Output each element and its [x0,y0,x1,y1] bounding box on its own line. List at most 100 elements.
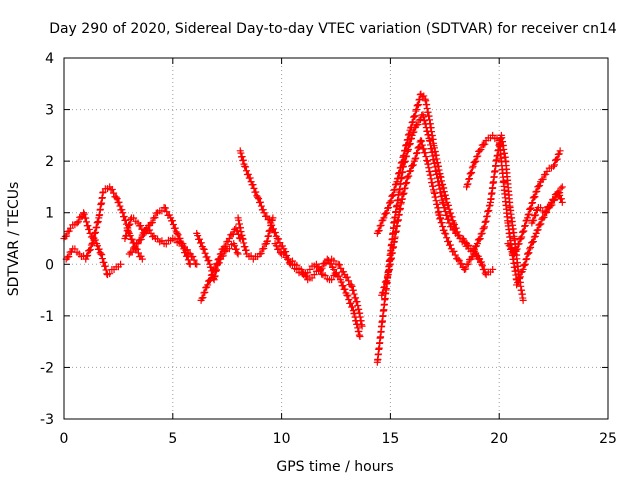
data-point [198,294,206,302]
data-point [122,216,130,224]
data-point [471,158,479,166]
data-point [481,269,489,277]
data-point [169,221,177,229]
data-point [532,229,540,237]
data-point [450,219,458,227]
data-point [530,216,538,224]
data-point [377,221,385,229]
data-point [118,206,126,214]
data-point [452,224,460,232]
data-point [125,228,133,236]
data-point [139,231,147,239]
data-point [513,245,521,253]
data-point [464,260,472,268]
data-point [98,251,106,259]
data-point [558,198,566,206]
data-point [137,222,145,230]
data-point [203,253,211,261]
data-point [275,235,283,243]
data-point [240,239,248,247]
data-point [541,209,549,217]
data-point [478,262,486,270]
data-point [391,185,399,193]
data-point [185,260,193,268]
data-point [552,156,560,164]
data-point [455,231,463,239]
data-point [115,198,123,206]
data-point [246,174,254,182]
data-point [443,234,451,242]
data-point [200,289,208,297]
data-point [414,101,422,109]
data-point [219,252,227,260]
data-point [439,200,447,208]
data-point [530,233,538,241]
data-point [525,249,533,257]
plot-frame [63,57,609,420]
data-point [558,183,566,191]
data-point [510,250,518,258]
y-tick-label: 4 [45,51,54,67]
data-point [408,119,416,127]
data-point [276,249,284,257]
data-point [356,332,364,340]
data-point [123,227,131,235]
data-point [529,194,537,202]
data-point [349,286,357,294]
data-point [199,245,207,253]
data-point [347,299,355,307]
data-point [317,265,325,273]
data-point [269,214,277,222]
data-point [469,162,477,170]
data-point [85,246,93,254]
data-points [60,90,566,366]
data-point [210,265,218,273]
data-point [73,219,81,227]
data-point [527,204,535,212]
data-point [270,225,278,233]
data-point [260,245,268,253]
data-point [134,240,142,248]
data-point [448,213,456,221]
data-point [515,273,523,281]
data-point [405,172,413,180]
data-point [523,250,531,258]
data-point [257,202,265,210]
data-point [381,278,389,286]
data-point [275,245,283,253]
data-point [532,211,540,219]
data-point [524,211,532,219]
data-point [347,281,355,289]
data-point [234,250,242,258]
data-point [531,212,539,220]
data-point [125,221,133,229]
data-point [126,220,134,228]
data-point [450,247,458,255]
data-point [536,221,544,229]
data-point [409,161,417,169]
data-point [211,264,219,272]
data-point [65,253,73,261]
data-point [113,195,121,203]
data-point [244,170,252,178]
data-point [409,118,417,126]
data-point [375,227,383,235]
data-point [386,198,394,206]
data-point [411,112,419,120]
data-point [468,164,476,172]
data-point [413,102,421,110]
data-point [414,121,422,129]
data-point [376,222,384,230]
data-point [517,235,525,242]
data-point [410,128,418,136]
data-point [477,230,485,238]
data-point [318,264,326,272]
data-point [535,182,543,190]
data-point [352,294,360,302]
data-point [442,208,450,216]
data-point [414,101,422,109]
data-point [466,170,474,178]
data-point [131,244,139,252]
data-point [404,145,412,153]
data-point [265,215,273,223]
